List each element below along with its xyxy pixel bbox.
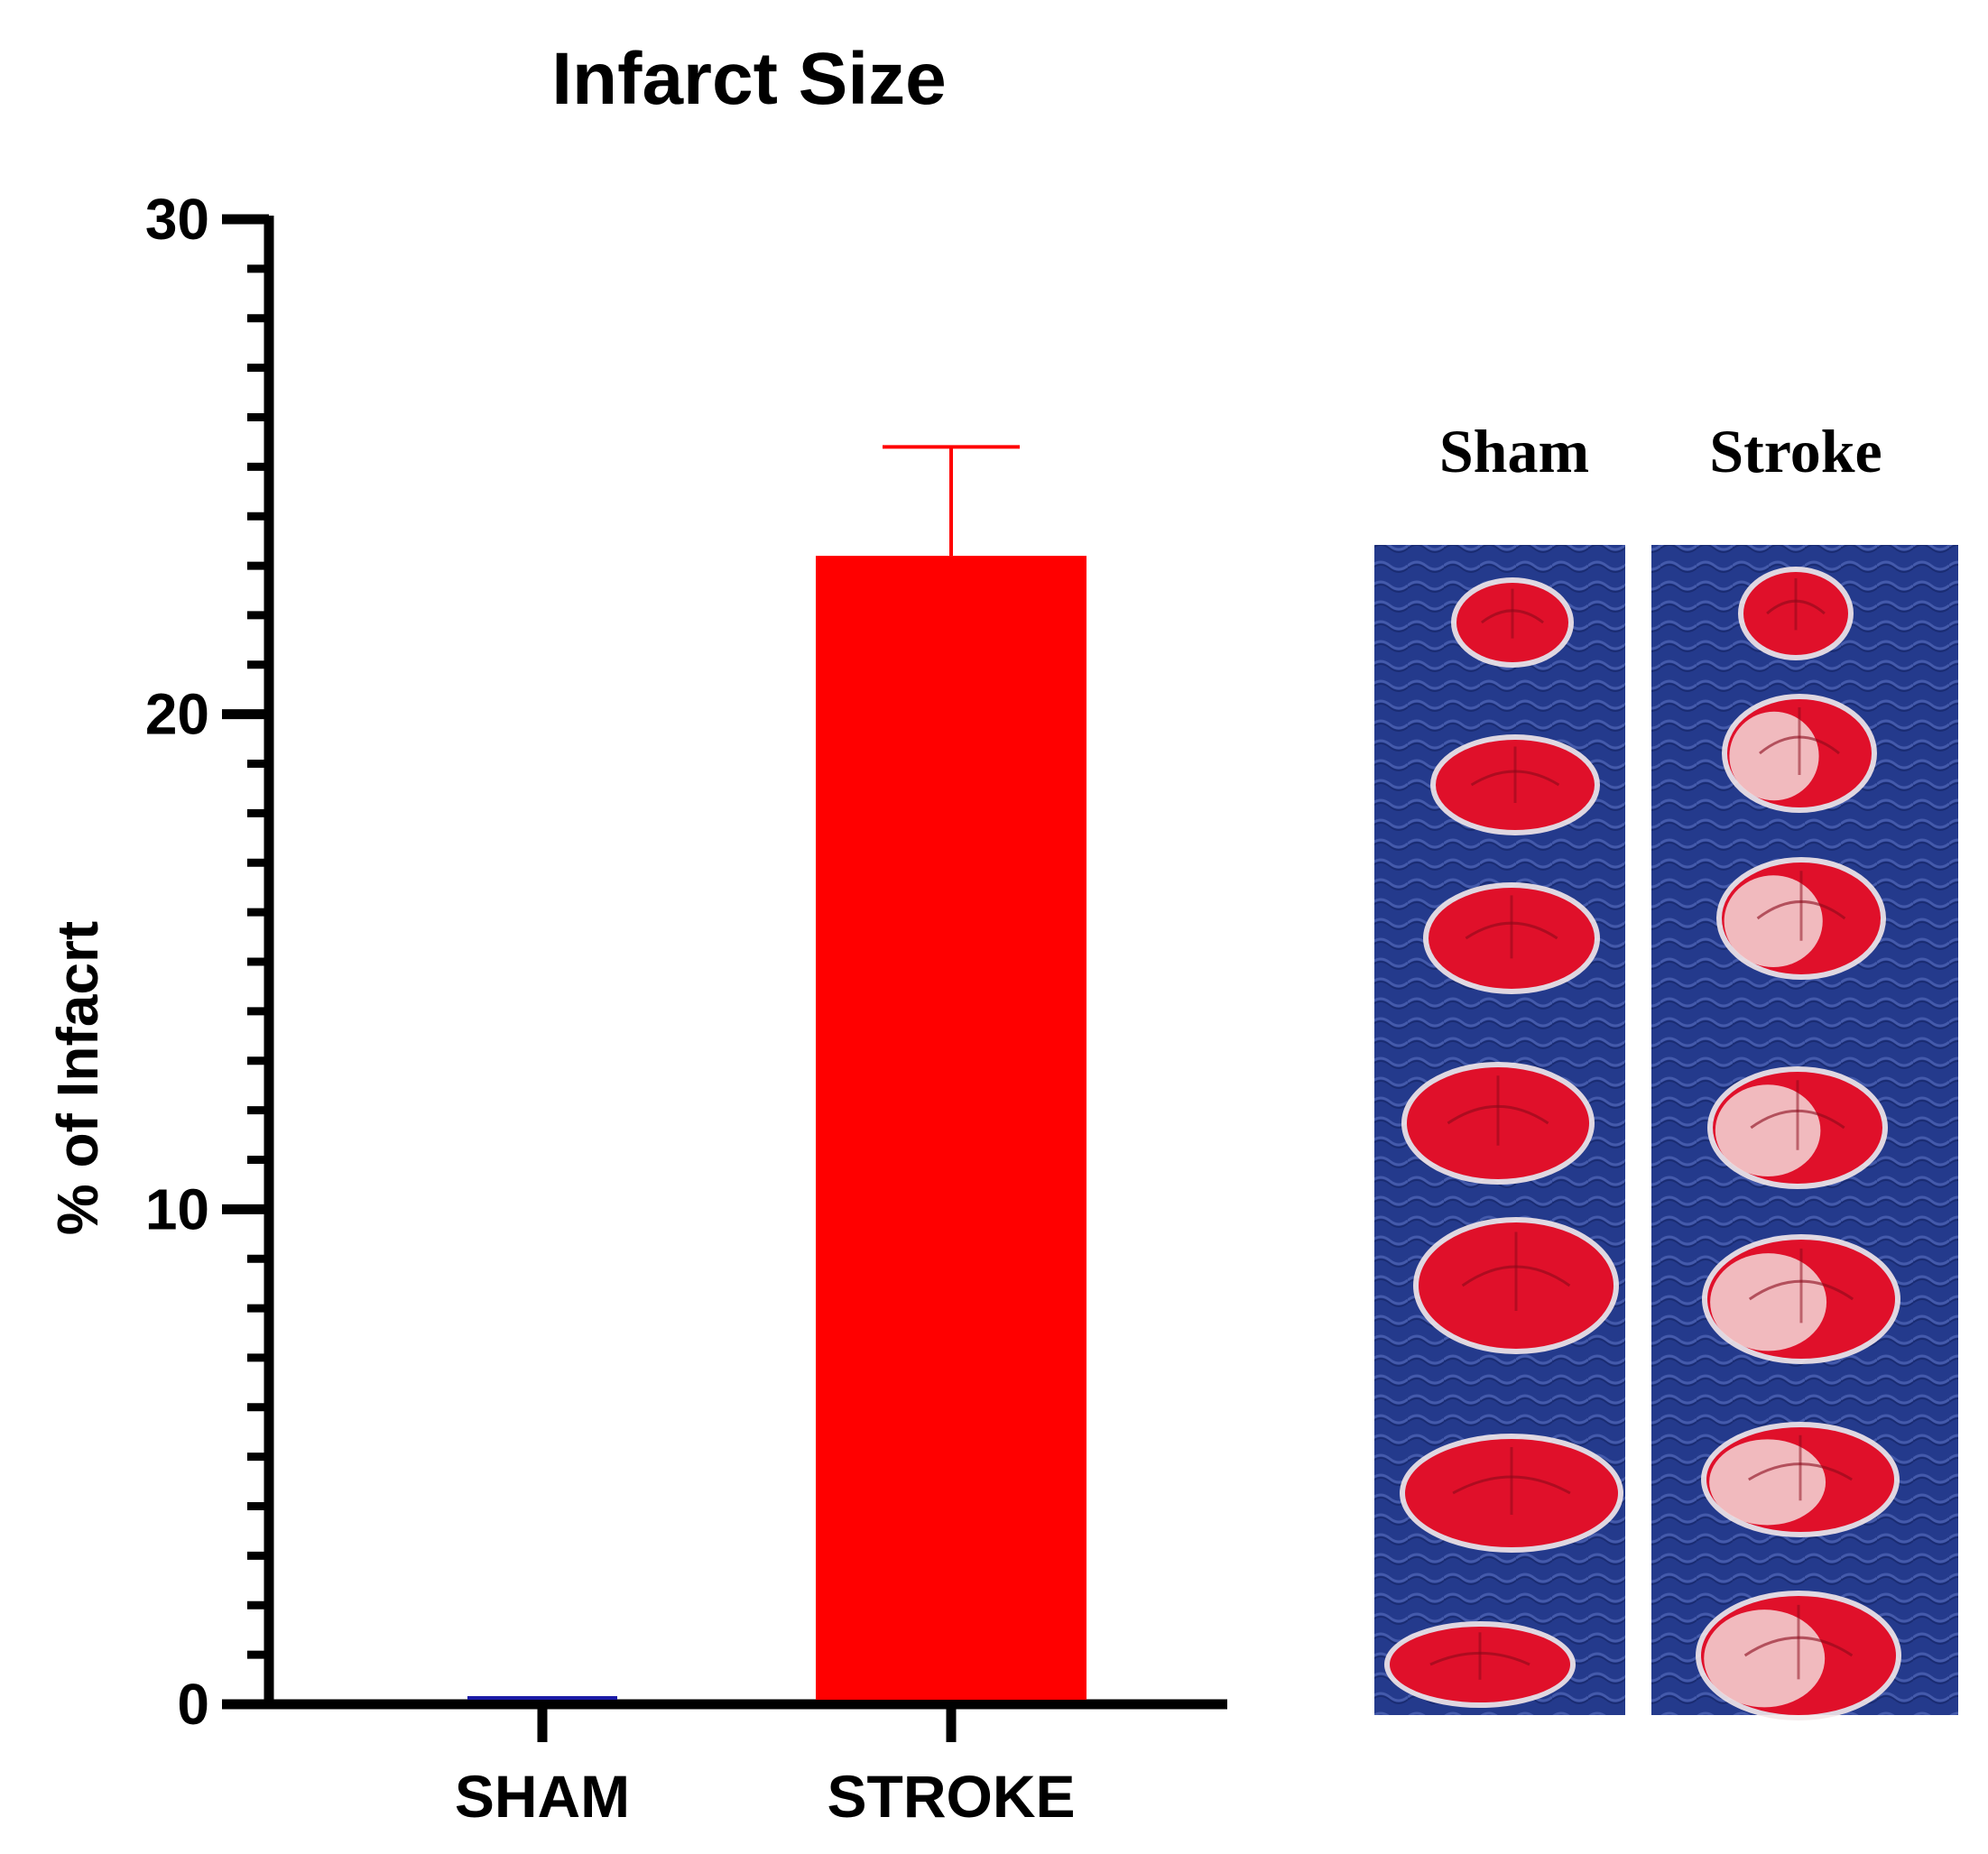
brain-slice — [1701, 1422, 1900, 1537]
y-tick-label: 20 — [145, 682, 209, 747]
x-tick-label-sham: SHAM — [455, 1763, 630, 1830]
brain-slice — [1707, 1066, 1888, 1189]
y-tick-label: 0 — [177, 1672, 209, 1737]
chart-title: Infarct Size — [551, 38, 946, 120]
bar-stroke — [816, 556, 1086, 1701]
bars — [467, 445, 1086, 1701]
x-axis-categories: SHAM STROKE — [455, 1704, 1076, 1830]
brain-slice — [1400, 1434, 1623, 1553]
brain-slice — [1696, 1591, 1901, 1720]
photo-panel-sham: Sham — [1374, 417, 1625, 1715]
y-tick-label: 10 — [145, 1176, 209, 1241]
brain-slice — [1716, 857, 1886, 980]
photo-panel-stroke: Stroke — [1651, 417, 1958, 1720]
bar-sham — [467, 1696, 617, 1700]
y-axis-label: % of Infacrt — [45, 921, 110, 1235]
brain-slice — [1702, 1234, 1900, 1364]
brain-slice — [1430, 734, 1600, 835]
brain-slice — [1451, 577, 1574, 668]
bar-chart: Infarct Size % of Infacrt 0 10 20 30 SHAM ST… — [45, 38, 1227, 1830]
photo-label-sham: Sham — [1439, 417, 1589, 485]
tissue-photo-panels: Sham Stroke — [1374, 417, 1958, 1720]
brain-slice — [1722, 694, 1877, 813]
brain-slice — [1401, 1062, 1595, 1185]
y-axis-ticks: 0 10 20 30 — [145, 187, 269, 1737]
x-tick-label-stroke: STROKE — [827, 1763, 1075, 1830]
y-tick-label: 30 — [145, 187, 209, 252]
brain-slice — [1423, 882, 1600, 994]
brain-slice — [1738, 567, 1854, 660]
brain-slice — [1384, 1621, 1576, 1708]
brain-slice — [1413, 1217, 1619, 1354]
photo-label-stroke: Stroke — [1709, 417, 1882, 485]
